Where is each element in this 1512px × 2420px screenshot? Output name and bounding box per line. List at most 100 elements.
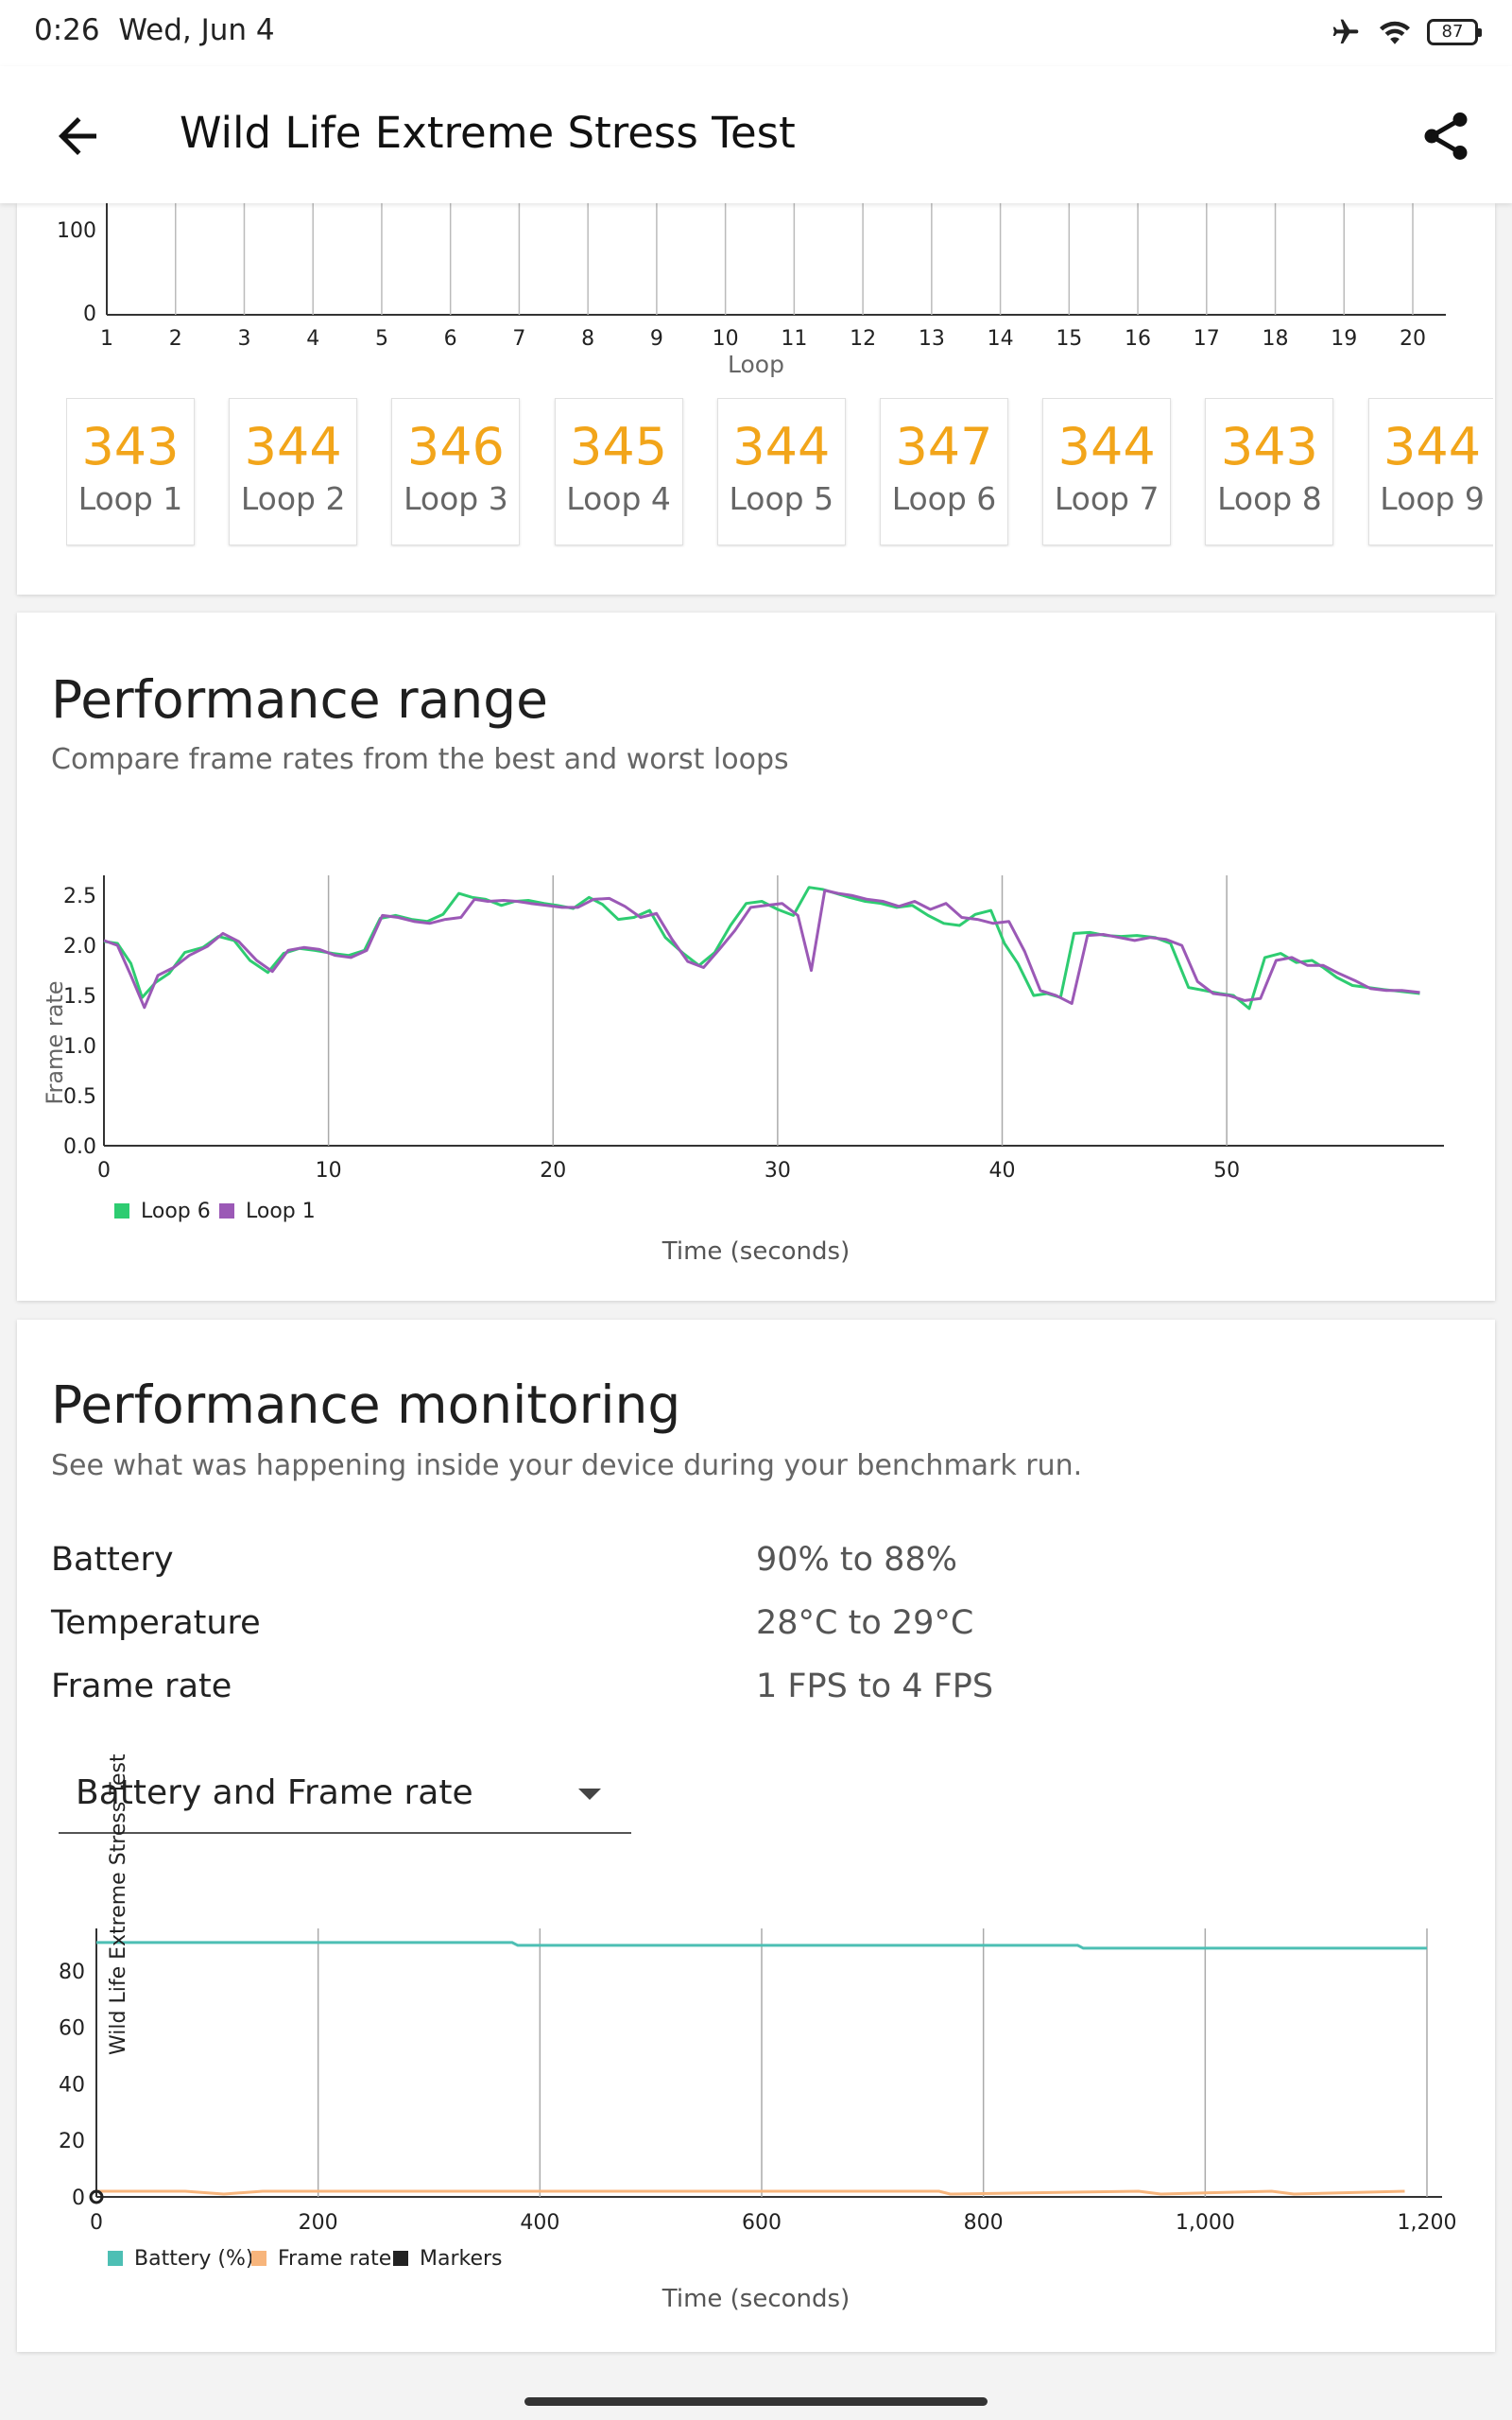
range-y-tick: 0.5	[63, 1085, 96, 1109]
range-x-tick: 10	[316, 1159, 342, 1183]
temperature-value: 28°C to 29°C	[756, 1604, 974, 1642]
performance-range-title: Performance range	[51, 669, 548, 730]
performance-monitoring-subtitle: See what was happening inside your devic…	[51, 1449, 1083, 1482]
loop-score-label: Loop 2	[240, 480, 346, 517]
loop-score-tile[interactable]: 343 Loop 8	[1205, 398, 1334, 545]
arrow-back-icon[interactable]	[49, 108, 106, 164]
loop-score-tile[interactable]: 344 Loop 9	[1367, 398, 1493, 545]
loop-x-tick: 8	[581, 327, 594, 351]
loop-x-tick: 2	[169, 327, 182, 351]
mon-x-tick: 0	[90, 2211, 103, 2235]
battery-label: Battery	[51, 1541, 174, 1579]
frame-rate-label: Frame rate	[51, 1668, 232, 1705]
loop-scores-card: 100 0 1 2 3 4 5 6 7 8 9 10 11 12 13 14 15 16 17 18 19 20 Lo…	[17, 203, 1495, 595]
mon-y-tick: 40	[59, 2073, 85, 2097]
loop-x-tick: 15	[1056, 327, 1082, 351]
legend-battery: Battery (%)	[134, 2247, 254, 2271]
loop-x-tick: 16	[1125, 327, 1151, 351]
loop-x-tick: 5	[375, 327, 388, 351]
loop-score-value: 344	[1383, 417, 1482, 476]
mon-y-tick: 60	[59, 2017, 85, 2041]
mon-series-battery-	[96, 1941, 1427, 1950]
range-x-tick: 50	[1213, 1159, 1240, 1183]
loop-score-label: Loop 1	[77, 480, 183, 517]
range-y-tick: 0.0	[63, 1135, 96, 1159]
mon-y-tick: 80	[59, 1961, 85, 1984]
loop-score-tile[interactable]: 344 Loop 5	[716, 398, 846, 545]
mon-x-tick: 200	[299, 2211, 338, 2235]
loop-score-label: Loop 9	[1380, 480, 1485, 517]
loop-y-tick-0: 0	[83, 302, 96, 326]
loop-score-tile[interactable]: 346 Loop 3	[391, 398, 521, 545]
loop-score-tile[interactable]: 344 Loop 2	[229, 398, 358, 545]
range-x-tick: 0	[97, 1159, 111, 1183]
loop-x-tick: 4	[306, 327, 319, 351]
mon-annotation: Wild Life Extreme Stress Test	[107, 1754, 130, 2055]
battery-icon: 87	[1427, 19, 1482, 45]
loop-score-value: 344	[1057, 417, 1156, 476]
dropdown-selected-value: Battery and Frame rate	[76, 1773, 473, 1812]
loop-x-tick: 13	[919, 327, 945, 351]
wifi-icon	[1380, 21, 1410, 44]
loop-score-label: Loop 4	[566, 480, 671, 517]
mon-series-frame-rate	[96, 2189, 1405, 2196]
loop-x-tick: 12	[850, 327, 876, 351]
legend-loop1: Loop 1	[246, 1200, 316, 1223]
legend-loop6: Loop 6	[141, 1200, 211, 1223]
range-x-tick: 40	[989, 1159, 1016, 1183]
range-y-tick: 2.5	[63, 885, 96, 908]
status-icons: 87	[1329, 15, 1482, 49]
range-y-tick: 1.5	[63, 985, 96, 1009]
loop-x-tick: 10	[713, 327, 739, 351]
loop-x-tick: 6	[444, 327, 457, 351]
app-bar: Wild Life Extreme Stress Test	[0, 66, 1512, 203]
mon-x-axis-label: Time (seconds)	[662, 2285, 850, 2313]
mon-y-tick: 0	[72, 2187, 85, 2210]
legend-frame-rate: Frame rate	[278, 2247, 391, 2271]
legend-swatch-battery	[108, 2251, 123, 2266]
chart-select-dropdown[interactable]: Battery and Frame rate	[59, 1753, 631, 1834]
range-x-tick: 20	[540, 1159, 566, 1183]
performance-monitoring-chart[interactable]: 0 200 400 600 800 1,000 1,200 0 20 40 60 80 Wild Li…	[17, 1320, 1495, 2352]
mon-x-tick: 800	[964, 2211, 1004, 2235]
range-y-tick: 2.0	[63, 935, 96, 959]
battery-value: 90% to 88%	[756, 1541, 957, 1579]
loop-score-tile[interactable]: 345 Loop 4	[554, 398, 683, 545]
loop-score-list[interactable]: 343 Loop 1 344 Loop 2 346 Loop 3 345 Loop 4 344 L…	[66, 398, 1493, 547]
loop-score-label: Loop 3	[404, 480, 508, 517]
loop-score-tile[interactable]: 343 Loop 1	[66, 398, 195, 545]
legend-swatch-loop6	[114, 1203, 129, 1219]
mon-y-tick: 20	[59, 2130, 85, 2153]
loop-y-tick-100: 100	[57, 219, 96, 243]
loop-score-tile[interactable]: 347 Loop 6	[880, 398, 1008, 545]
loop-score-label: Loop 8	[1217, 480, 1322, 517]
loop-score-label: Loop 5	[729, 480, 834, 517]
status-bar: 0:26 Wed, Jun 4 87	[0, 0, 1512, 66]
marker-point	[89, 2189, 104, 2204]
legend-swatch-loop1	[219, 1203, 234, 1219]
loop-score-tile[interactable]: 344 Loop 7	[1042, 398, 1172, 545]
gesture-nav-bar[interactable]	[524, 2397, 988, 2406]
loop-x-tick: 11	[781, 327, 807, 351]
loop-x-tick: 17	[1194, 327, 1220, 351]
range-series-loop-1	[103, 889, 1420, 1010]
mon-x-tick: 1,000	[1176, 2211, 1235, 2235]
range-y-tick: 1.0	[63, 1035, 96, 1059]
loop-score-value: 346	[406, 417, 505, 476]
loop-x-tick: 19	[1331, 327, 1357, 351]
mon-x-tick: 400	[520, 2211, 559, 2235]
performance-range-card: Performance range Compare frame rates fr…	[17, 613, 1495, 1301]
performance-monitoring-title: Performance monitoring	[51, 1374, 681, 1435]
loop-scores-chart: 100 0 1 2 3 4 5 6 7 8 9 10 11 12 13 14 15 16 17 18 19 20 Lo…	[57, 203, 1446, 378]
loop-x-tick: 1	[100, 327, 113, 351]
loop-score-value: 343	[1220, 417, 1318, 476]
performance-range-chart[interactable]: 0 10 20 30 40 50 0.0 0.5 1.0 1.5 2.0 2.5 Frame rate…	[17, 613, 1495, 1301]
range-y-axis-label: Frame rate	[42, 980, 68, 1104]
loop-score-label: Loop 7	[1054, 480, 1160, 517]
share-icon[interactable]	[1418, 108, 1474, 164]
loop-x-axis-label: Loop	[728, 351, 784, 378]
legend-swatch-frame-rate	[251, 2251, 266, 2266]
performance-monitoring-card: Performance monitoring See what was happ…	[17, 1320, 1495, 2352]
range-legend: Loop 6 Loop 1	[114, 1200, 316, 1223]
loop-x-tick: 9	[650, 327, 663, 351]
